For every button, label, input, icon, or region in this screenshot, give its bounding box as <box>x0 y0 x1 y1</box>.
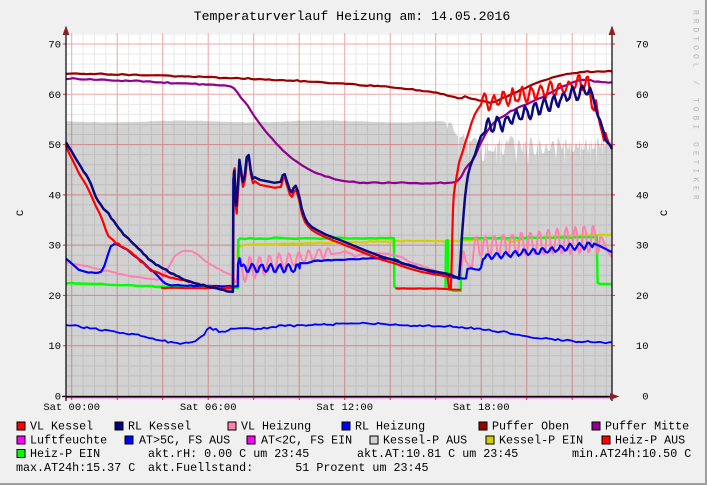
svg-text:VL Kessel: VL Kessel <box>30 420 93 434</box>
svg-text:20: 20 <box>48 291 61 303</box>
svg-text:Heiz-P AUS: Heiz-P AUS <box>615 434 685 448</box>
svg-text:20: 20 <box>636 291 649 303</box>
svg-text:VL Heizung: VL Heizung <box>241 420 311 434</box>
svg-text:40: 40 <box>48 190 61 202</box>
svg-text:max.AT24h:15.37 C: max.AT24h:15.37 C <box>16 461 135 475</box>
svg-text:Heiz-P EIN: Heiz-P EIN <box>30 447 100 461</box>
svg-text:30: 30 <box>48 241 61 253</box>
svg-text:C: C <box>15 210 27 216</box>
svg-text:Sat 06:00: Sat 06:00 <box>180 402 237 414</box>
svg-text:RL Heizung: RL Heizung <box>355 420 425 434</box>
svg-text:C: C <box>659 210 671 216</box>
svg-text:0: 0 <box>642 392 648 404</box>
svg-text:AT<2C, FS EIN: AT<2C, FS EIN <box>261 434 352 448</box>
svg-text:Sat 00:00: Sat 00:00 <box>43 402 100 414</box>
svg-text:50: 50 <box>636 140 649 152</box>
svg-text:RL Kessel: RL Kessel <box>128 420 191 434</box>
svg-text:Temperaturverlauf Heizung am:: Temperaturverlauf Heizung am: 14.05.2016 <box>194 9 511 24</box>
svg-text:10: 10 <box>48 341 61 353</box>
svg-text:70: 70 <box>48 40 61 52</box>
svg-text:Luftfeuchte: Luftfeuchte <box>30 434 107 448</box>
svg-text:40: 40 <box>636 190 649 202</box>
svg-text:akt.Fuellstand: 51 Prozen: akt.Fuellstand: 51 Prozent um 23:45 <box>148 461 429 475</box>
svg-text:akt.rH: 0.00 C um 23:45: akt.rH: 0.00 C um 23:45 <box>148 447 309 461</box>
svg-text:Sat 12:00: Sat 12:00 <box>316 402 373 414</box>
svg-text:Kessel-P EIN: Kessel-P EIN <box>499 434 583 448</box>
svg-text:Puffer Mitte: Puffer Mitte <box>605 420 689 434</box>
svg-text:AT>5C, FS AUS: AT>5C, FS AUS <box>139 434 230 448</box>
svg-text:RRDTOOL / TOBI OETIKER: RRDTOOL / TOBI OETIKER <box>691 10 700 204</box>
svg-text:10: 10 <box>636 341 649 353</box>
svg-text:akt.AT:10.81 C um 23:45: akt.AT:10.81 C um 23:45 <box>357 447 518 461</box>
svg-text:70: 70 <box>636 40 649 52</box>
svg-text:Sat 18:00: Sat 18:00 <box>453 402 510 414</box>
svg-text:Puffer Oben: Puffer Oben <box>492 420 569 434</box>
svg-text:Kessel-P AUS: Kessel-P AUS <box>383 434 467 448</box>
svg-text:0: 0 <box>55 392 61 404</box>
svg-text:50: 50 <box>48 140 61 152</box>
svg-text:30: 30 <box>636 241 649 253</box>
svg-text:60: 60 <box>48 90 61 102</box>
svg-text:60: 60 <box>636 90 649 102</box>
svg-text:min.AT24h:10.50 C: min.AT24h:10.50 C <box>572 447 691 461</box>
